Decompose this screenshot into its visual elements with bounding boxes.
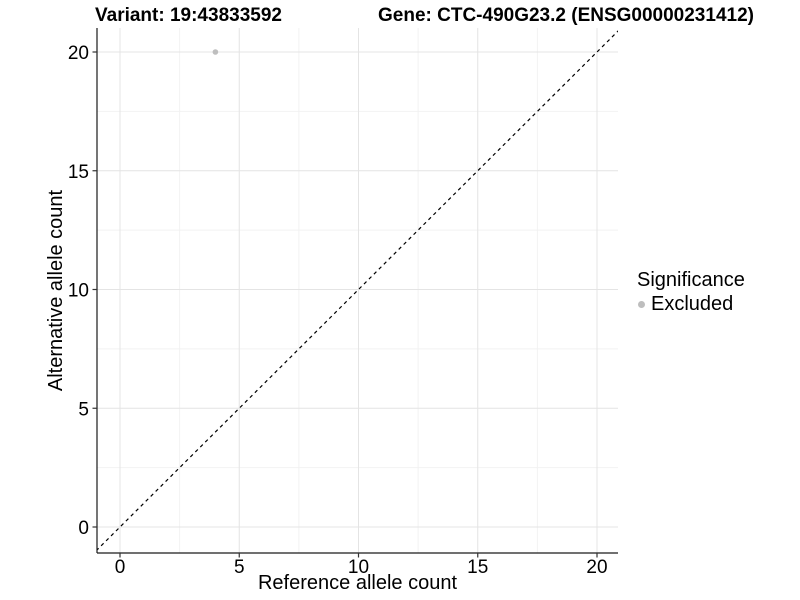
data-point (212, 49, 219, 55)
plot-title-variant: Variant: 19:43833592 (95, 5, 282, 26)
legend-point-icon (638, 301, 645, 308)
legend-item-label: Excluded (651, 293, 734, 315)
legend-title: Significance (637, 269, 745, 291)
y-axis-title-wrap: Alternative allele count (44, 28, 70, 553)
y-tick-label: 0 (78, 518, 89, 539)
legend-item-excluded: Excluded (637, 293, 745, 316)
y-tick-label: 5 (78, 399, 89, 420)
y-axis-title: Alternative allele count (45, 189, 68, 392)
x-tick-label: 15 (467, 557, 488, 578)
legend: Significance Excluded (637, 269, 745, 316)
x-tick-label: 0 (115, 557, 126, 578)
identity-reference-line (97, 30, 618, 551)
y-tick-label: 20 (68, 43, 89, 64)
plot-title-gene: Gene: CTC-490G23.2 (ENSG00000231412) (378, 5, 754, 26)
x-tick-label: 20 (586, 557, 607, 578)
x-tick-label: 10 (348, 557, 369, 578)
y-tick-label: 15 (68, 162, 89, 183)
x-axis-title: Reference allele count (257, 572, 457, 594)
y-tick-label: 10 (68, 281, 89, 302)
x-tick-label: 5 (234, 557, 245, 578)
